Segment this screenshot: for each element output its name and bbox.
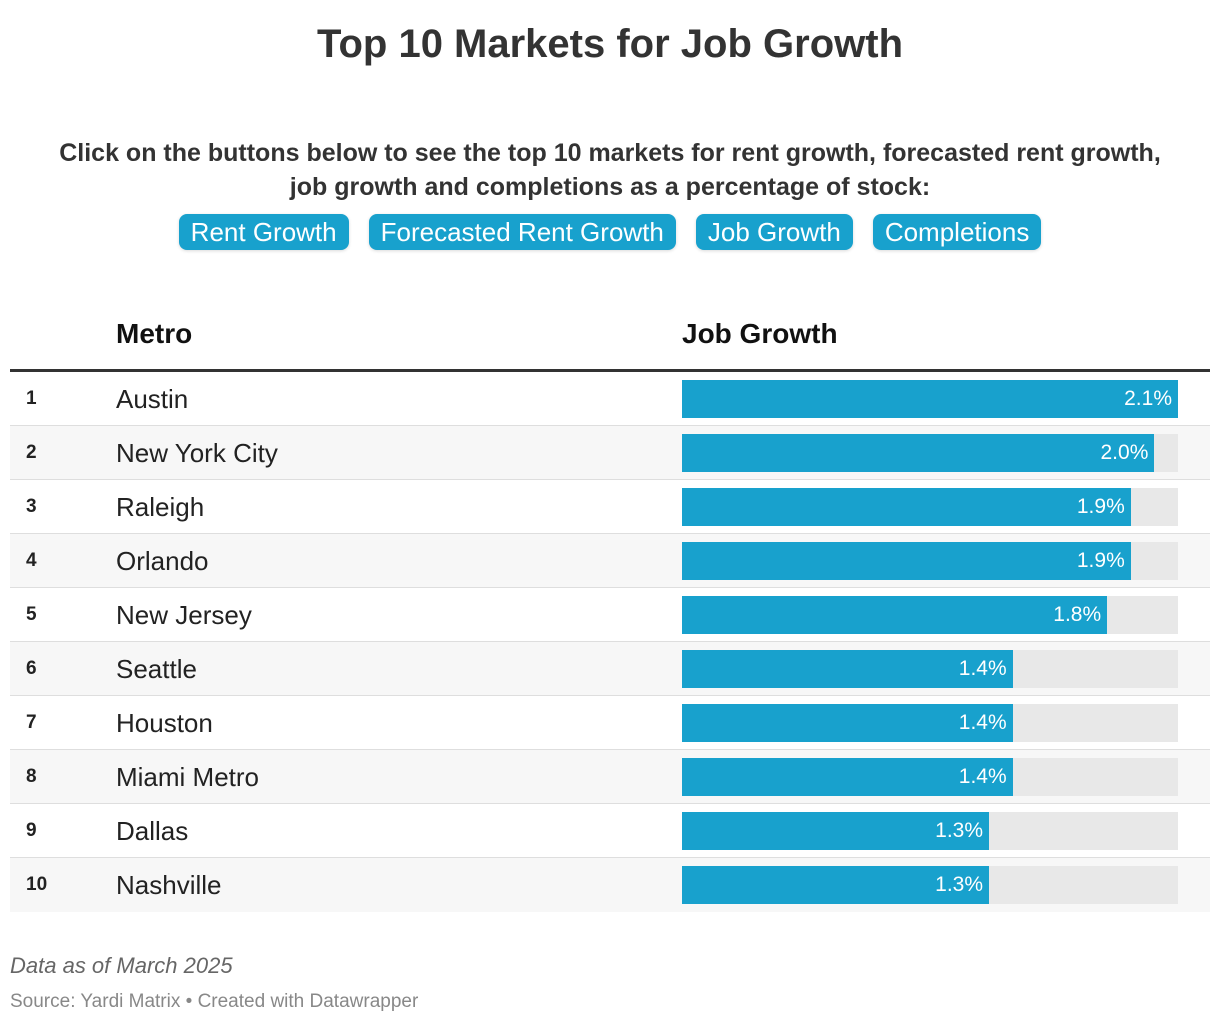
metro-cell: Austin — [116, 384, 189, 414]
job-growth-bar: 1.9% — [682, 488, 1131, 526]
metro-cell: New York City — [116, 438, 278, 468]
subtitle-line-1: Click on the buttons below to see the to… — [59, 139, 1161, 167]
bar-track: 1.9% — [682, 488, 1178, 526]
table-row: 8 Miami Metro 1.4% — [10, 750, 1210, 804]
job-growth-bar: 1.4% — [682, 704, 1013, 742]
bar-value-label: 1.9% — [1076, 549, 1125, 572]
rank-cell: 10 — [26, 874, 48, 895]
metro-cell: Orlando — [116, 546, 209, 576]
rank-cell: 9 — [26, 820, 37, 841]
table-row: 4 Orlando 1.9% — [10, 534, 1210, 588]
job-growth-bar: 2.1% — [682, 380, 1178, 418]
source-line: Source: Yardi Matrix • Created with Data… — [10, 991, 419, 1012]
bar-track: 2.1% — [682, 380, 1178, 418]
metro-cell: Miami Metro — [116, 762, 260, 792]
bar-value-label: 1.4% — [958, 711, 1007, 734]
bar-value-label: 2.0% — [1100, 441, 1149, 464]
table-row: 5 New Jersey 1.8% — [10, 588, 1210, 642]
job-growth-bar: 2.0% — [682, 434, 1155, 472]
metro-cell: Raleigh — [116, 492, 205, 522]
job-growth-bar: 1.3% — [682, 866, 990, 904]
bar-value-label: 1.4% — [958, 657, 1007, 680]
table-row: 1 Austin 2.1% — [10, 372, 1210, 426]
rank-cell: 3 — [26, 496, 37, 517]
metric-button-group: Rent Growth Forecasted Rent Growth Job G… — [0, 214, 1220, 250]
metro-cell: Seattle — [116, 654, 197, 684]
bar-track: 1.3% — [682, 866, 1178, 904]
job-growth-bar: 1.3% — [682, 812, 990, 850]
rank-cell: 7 — [26, 712, 37, 733]
rank-cell: 8 — [26, 766, 37, 787]
table-row: 7 Houston 1.4% — [10, 696, 1210, 750]
metro-cell: Houston — [116, 708, 213, 738]
job-growth-bar: 1.4% — [682, 650, 1013, 688]
metro-column-header: Metro — [116, 318, 193, 349]
chart-subtitle: Click on the buttons below to see the to… — [20, 136, 1200, 204]
completions-button[interactable]: Completions — [872, 214, 1042, 250]
job-growth-button[interactable]: Job Growth — [695, 214, 853, 250]
table-row: 9 Dallas 1.3% — [10, 804, 1210, 858]
job-growth-bar: 1.9% — [682, 542, 1131, 580]
job-growth-bar: 1.8% — [682, 596, 1108, 634]
table-row: 10 Nashville 1.3% — [10, 858, 1210, 912]
rank-cell: 2 — [26, 442, 37, 463]
bar-value-label: 1.9% — [1076, 495, 1125, 518]
table-row: 2 New York City 2.0% — [10, 426, 1210, 480]
bar-track: 1.3% — [682, 812, 1178, 850]
bar-track: 2.0% — [682, 434, 1178, 472]
subtitle-line-2: job growth and completions as a percenta… — [289, 173, 931, 201]
job-growth-bar: 1.4% — [682, 758, 1013, 796]
bar-value-label: 1.3% — [935, 873, 984, 896]
rank-cell: 4 — [26, 550, 37, 571]
chart-title: Top 10 Markets for Job Growth — [317, 22, 903, 66]
data-note: Data as of March 2025 — [10, 953, 233, 978]
forecasted-rent-growth-button[interactable]: Forecasted Rent Growth — [368, 214, 676, 250]
bar-value-label: 1.3% — [935, 819, 984, 842]
table-row: 3 Raleigh 1.9% — [10, 480, 1210, 534]
bar-track: 1.4% — [682, 758, 1178, 796]
rank-cell: 1 — [26, 388, 37, 409]
metro-cell: Nashville — [116, 870, 222, 900]
rent-growth-button[interactable]: Rent Growth — [178, 214, 349, 250]
bar-track: 1.8% — [682, 596, 1178, 634]
bar-value-label: 1.8% — [1053, 603, 1102, 626]
job-growth-column-header: Job Growth — [682, 318, 838, 349]
rank-cell: 5 — [26, 604, 37, 625]
bar-value-label: 1.4% — [958, 765, 1007, 788]
bar-track: 1.4% — [682, 650, 1178, 688]
bar-track: 1.9% — [682, 542, 1178, 580]
table-body: 1 Austin 2.1% 2 New York City 2.0% 3 Raleigh 1.9… — [10, 372, 1210, 912]
metro-cell: Dallas — [116, 816, 189, 846]
metro-cell: New Jersey — [116, 600, 252, 630]
data-table: Metro Job Growth 1 Austin 2.1% 2 New York Ci… — [10, 300, 1210, 912]
bar-value-label: 2.1% — [1124, 387, 1172, 410]
bar-track: 1.4% — [682, 704, 1178, 742]
rank-cell: 6 — [26, 658, 37, 679]
table-header: Metro Job Growth — [10, 300, 1210, 372]
table-row: 6 Seattle 1.4% — [10, 642, 1210, 696]
